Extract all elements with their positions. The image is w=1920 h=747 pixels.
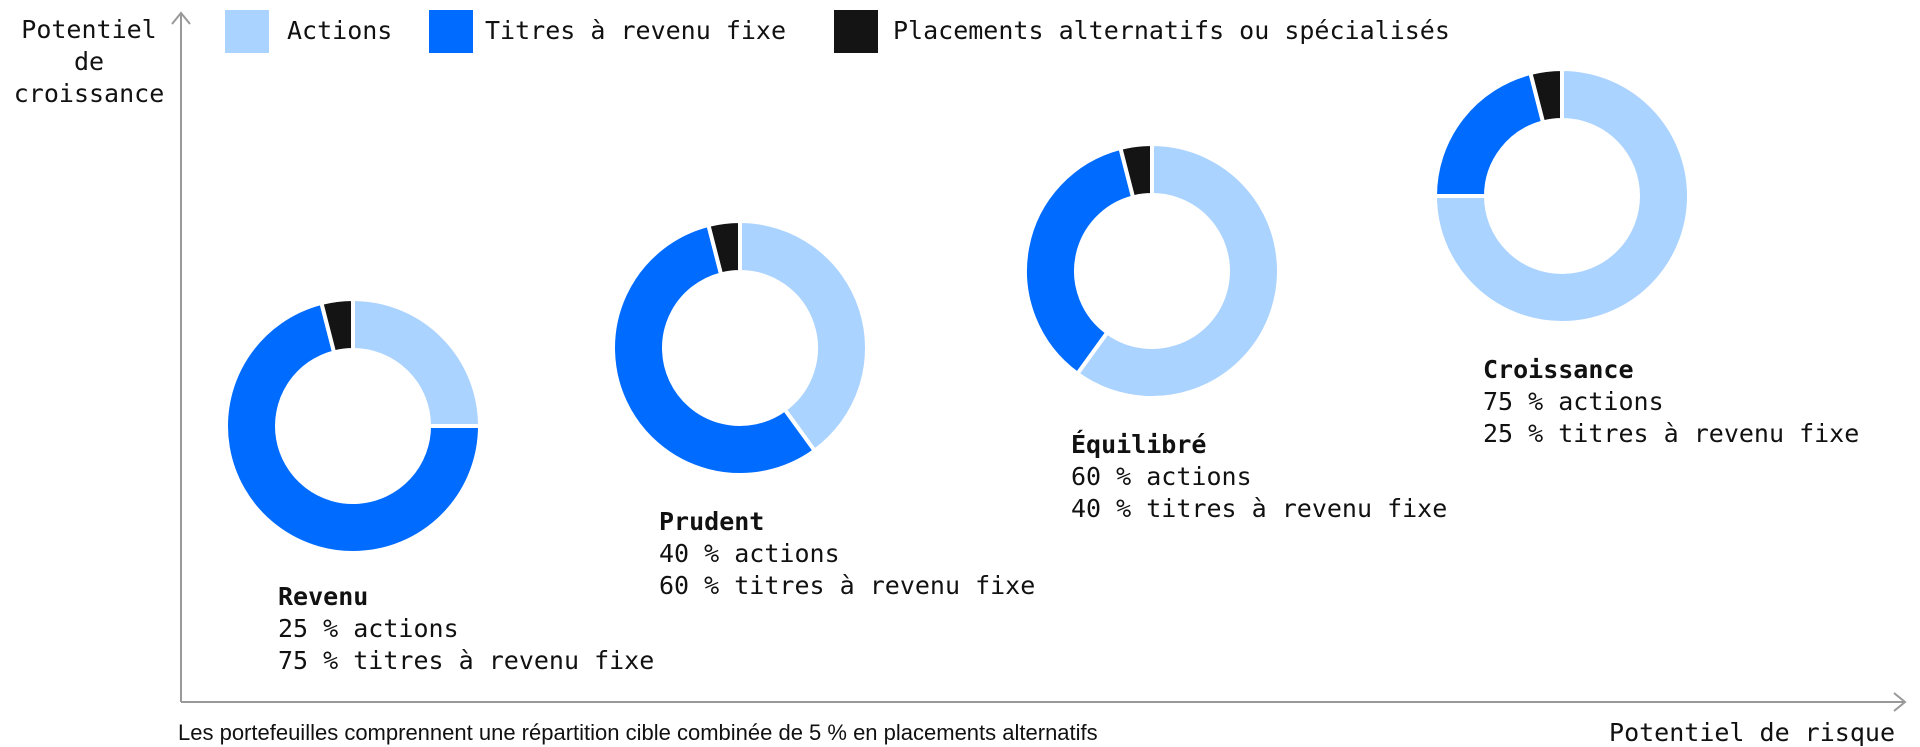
x-axis-arrow bbox=[1893, 692, 1907, 712]
portfolio-name: Équilibré bbox=[1071, 430, 1207, 459]
footnote: Les portefeuilles comprennent une répart… bbox=[178, 720, 1098, 745]
portfolio-label: Équilibré 60 % actions 40 % titres à reven… bbox=[1071, 429, 1447, 525]
donut-segment bbox=[738, 218, 869, 454]
portfolio-line: 40 % titres à revenu fixe bbox=[1071, 494, 1448, 523]
portfolio-name: Prudent bbox=[659, 507, 765, 536]
legend-label: Titres à revenu fixe bbox=[485, 16, 787, 45]
donut-segment bbox=[351, 296, 483, 428]
portfolio-line: 60 % titres à revenu fixe bbox=[659, 571, 1036, 600]
donut-segment bbox=[1117, 141, 1154, 200]
portfolio-label: Prudent 40 % actions 60 % titres à revenu … bbox=[659, 506, 1035, 602]
donut-segment bbox=[611, 222, 818, 477]
legend-swatch bbox=[834, 10, 878, 53]
x-axis-label: Potentiel de risque bbox=[1609, 718, 1895, 747]
portfolio-line: 60 % actions bbox=[1071, 462, 1252, 491]
donut-segment bbox=[1074, 141, 1281, 400]
portfolio-line: 40 % actions bbox=[659, 539, 840, 568]
donut-segment bbox=[705, 218, 742, 277]
donut-segment bbox=[318, 296, 355, 355]
portfolio-name: Croissance bbox=[1483, 355, 1634, 384]
portfolio-line: 25 % actions bbox=[278, 614, 459, 643]
donut-segment bbox=[224, 300, 483, 555]
portfolio-line: 75 % actions bbox=[1483, 387, 1664, 416]
portfolio-line: 75 % titres à revenu fixe bbox=[278, 646, 655, 675]
portfolio-name: Revenu bbox=[278, 582, 369, 611]
donut-segment bbox=[1527, 66, 1564, 125]
legend-label: Actions bbox=[287, 16, 393, 45]
portfolio-label: Croissance 75 % actions 25 % titres à reve… bbox=[1483, 354, 1859, 450]
legend-label: Placements alternatifs ou spécialisés bbox=[893, 16, 1450, 45]
y-axis-arrow bbox=[171, 11, 191, 25]
donut-segment bbox=[1432, 70, 1546, 198]
legend-swatch bbox=[429, 10, 473, 53]
portfolio-label: Revenu 25 % actions 75 % titres à revenu f… bbox=[278, 581, 654, 677]
portfolio-line: 25 % titres à revenu fixe bbox=[1483, 419, 1860, 448]
donut-segment bbox=[1432, 66, 1691, 325]
y-axis-label: Potentiel de croissance bbox=[13, 15, 165, 108]
legend-swatch bbox=[225, 10, 269, 53]
donut-segment bbox=[1023, 145, 1136, 377]
